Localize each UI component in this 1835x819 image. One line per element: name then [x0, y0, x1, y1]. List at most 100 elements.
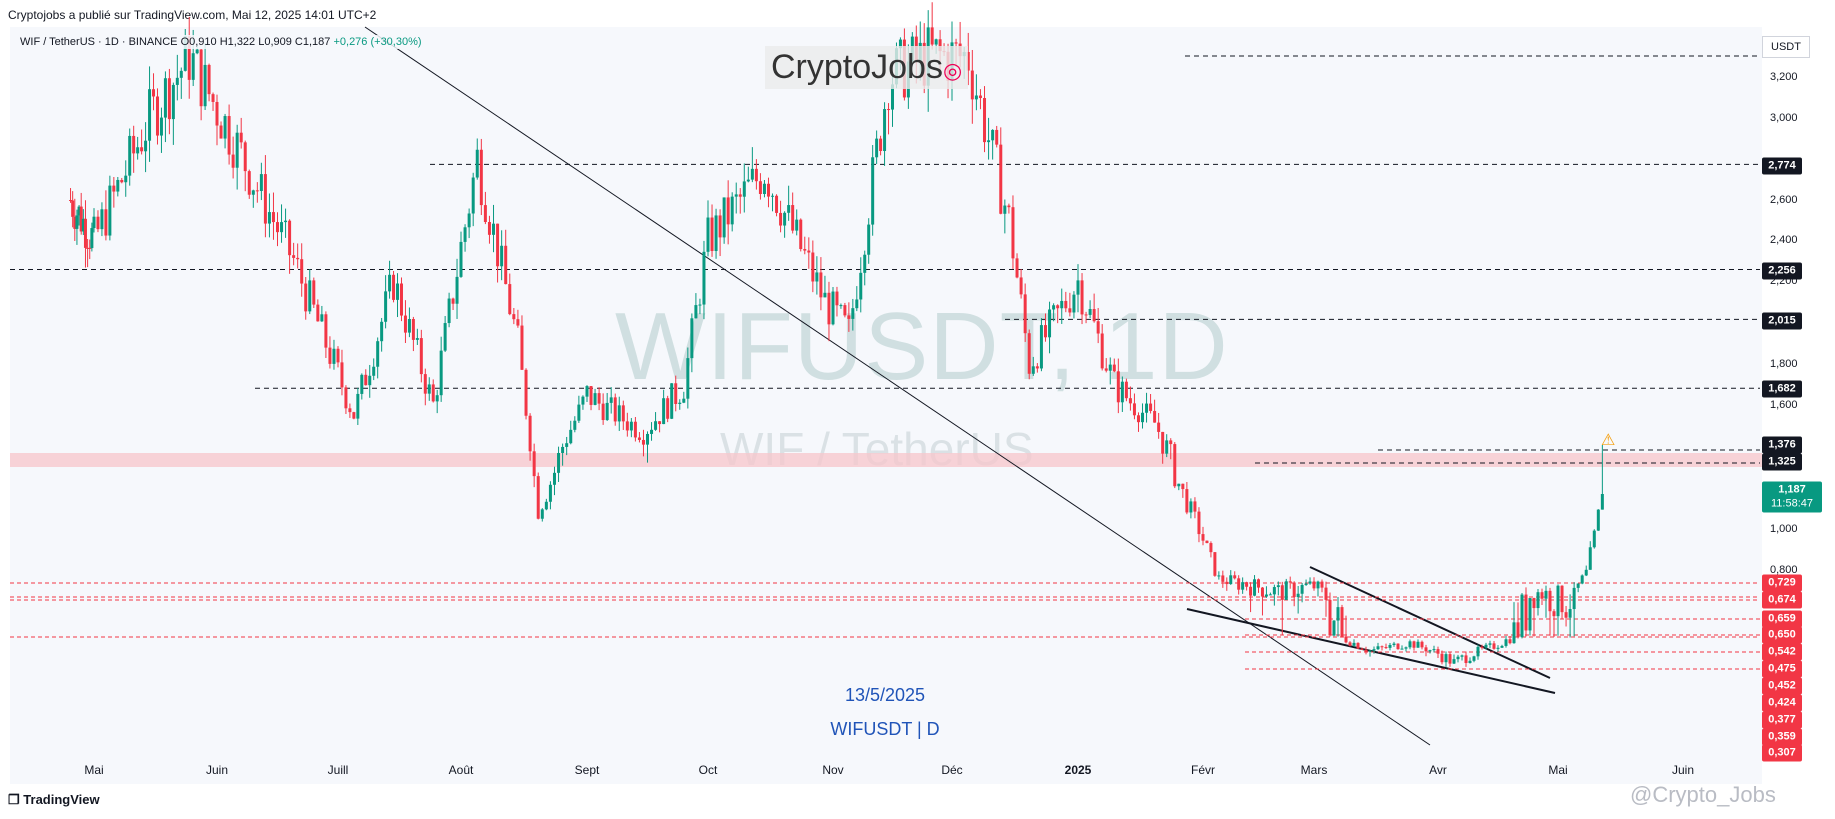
candle-body — [771, 195, 775, 197]
time-tick-label: Juin — [205, 763, 229, 777]
candle-body — [120, 179, 124, 183]
candle-body — [1019, 277, 1023, 295]
candle-body — [867, 224, 871, 255]
candle-body — [1496, 647, 1500, 649]
candle-body — [710, 217, 714, 252]
candle-body — [1088, 308, 1092, 315]
candle-body — [1068, 308, 1072, 313]
candle-body — [670, 383, 674, 419]
candle-body — [148, 89, 152, 141]
symbol-info-bar[interactable]: WIF / TetherUS · 1D · BINANCE O0,910 H1,… — [18, 35, 424, 49]
candle-body — [970, 70, 974, 100]
candle-body — [328, 347, 332, 364]
candle-body — [447, 298, 451, 324]
resistance-level-tag: 1,682 — [1762, 380, 1802, 398]
candle-body — [891, 84, 894, 110]
candle-body — [859, 272, 863, 300]
candle-body — [1076, 280, 1080, 295]
tradingview-logo[interactable]: ❐ TradingView — [8, 792, 100, 808]
candle-body — [1007, 205, 1011, 208]
candle-body — [211, 94, 215, 102]
candle-body — [1161, 431, 1165, 454]
candle-body — [360, 374, 364, 394]
candle-body — [1136, 415, 1140, 423]
candle-body — [1524, 594, 1528, 631]
symbol-label[interactable]: WIF / TetherUS · 1D · BINANCE — [20, 36, 178, 48]
candle-body — [1584, 569, 1588, 576]
candle-body — [227, 116, 231, 155]
candle-body — [1540, 592, 1544, 599]
candle-body — [766, 183, 770, 197]
candle-body — [1480, 646, 1484, 648]
candle-body — [504, 245, 508, 285]
candle-body — [851, 308, 855, 319]
candle-body — [1580, 575, 1584, 584]
candle-body — [1165, 440, 1169, 454]
candle-body — [1056, 305, 1060, 309]
candle-body — [296, 257, 300, 260]
candle-body — [1300, 584, 1304, 594]
candle-body — [1304, 583, 1308, 585]
candle-body — [1476, 646, 1480, 657]
candle-body — [419, 338, 423, 375]
candle-body — [1043, 325, 1047, 338]
candle-body — [1209, 543, 1213, 553]
candle-body — [300, 259, 304, 284]
time-tick-label: Juin — [1671, 763, 1695, 777]
candle-body — [1572, 587, 1576, 610]
candle-body — [674, 383, 678, 404]
candle-body — [69, 200, 73, 201]
candle-body — [1193, 501, 1197, 512]
candle-body — [934, 39, 938, 45]
candle-body — [1084, 314, 1088, 316]
candle-body — [304, 283, 308, 312]
support-level-tag: 0,424 — [1762, 694, 1802, 712]
candle-body — [179, 70, 183, 78]
warning-icon[interactable]: ⚠ — [1601, 432, 1616, 449]
candle-body — [646, 433, 649, 445]
candle-body — [247, 171, 251, 195]
candle-body — [843, 305, 847, 316]
candle-body — [255, 190, 259, 192]
candle-body — [991, 129, 995, 141]
candle-body — [516, 319, 520, 326]
candle-body — [995, 129, 999, 145]
candle-body — [492, 223, 496, 235]
support-level-tag: 0,650 — [1762, 626, 1802, 644]
candle-body — [1468, 660, 1472, 663]
tv-icon: ❐ — [8, 792, 20, 807]
candle-body — [666, 398, 670, 419]
time-tick-label: Mai — [1548, 763, 1568, 777]
candle-body — [520, 325, 524, 370]
candle-body — [1412, 641, 1416, 648]
currency-button[interactable]: USDT — [1762, 36, 1810, 58]
candle-body — [930, 27, 934, 45]
candle-body — [308, 280, 312, 312]
candle-body — [1420, 641, 1424, 648]
candle-body — [714, 215, 718, 252]
candle-body — [726, 197, 730, 225]
candle-body — [1132, 403, 1136, 416]
candle-body — [565, 443, 569, 447]
candle-body — [524, 369, 528, 416]
candle-body — [898, 39, 902, 49]
candle-body — [1448, 654, 1452, 664]
candle-body — [1596, 509, 1600, 531]
candle-body — [1268, 594, 1272, 596]
candle-body — [1189, 501, 1193, 513]
candle-body — [629, 421, 633, 431]
candle-body — [1520, 594, 1524, 638]
candle-body — [1153, 410, 1157, 423]
candle-body — [658, 421, 662, 425]
candle-body — [1177, 483, 1181, 487]
candle-body — [320, 314, 324, 322]
candle-body — [540, 509, 544, 519]
candle-body — [1128, 398, 1132, 404]
candle-body — [1185, 489, 1189, 513]
price-tick-label: 2,400 — [1770, 234, 1798, 246]
candle-body — [803, 249, 807, 251]
candle-body — [1035, 366, 1039, 369]
candle-body — [1356, 642, 1360, 649]
candle-body — [1556, 585, 1560, 617]
